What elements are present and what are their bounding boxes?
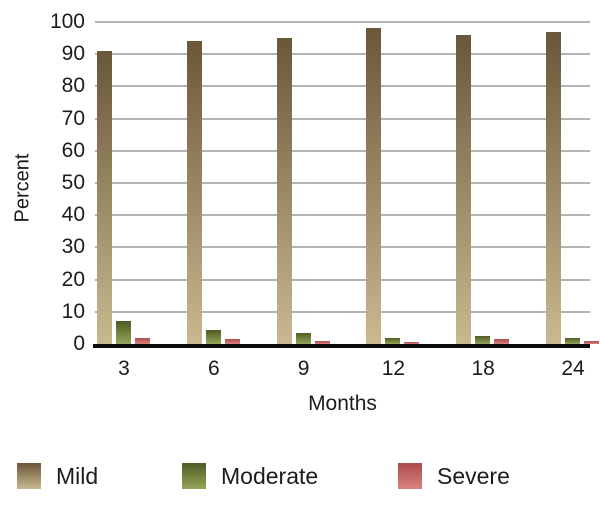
- bar-moderate-9: [295, 332, 311, 344]
- x-tick-label-6: 6: [207, 357, 220, 380]
- legend-item-severe: Severe: [398, 462, 510, 490]
- bar-severe-3: [135, 337, 150, 344]
- y-tick-label-30: 30: [61, 235, 85, 259]
- legend-label-moderate: Moderate: [221, 463, 319, 489]
- bar-group-12: [366, 22, 420, 344]
- bar-mild-18: [456, 34, 472, 344]
- bar-group-3: [97, 22, 151, 344]
- bar-group-6: [186, 22, 241, 344]
- bar-severe-6: [224, 339, 240, 344]
- legend-swatch-mild: [17, 463, 41, 489]
- gridline-80: [95, 85, 590, 88]
- bar-group-24: [546, 22, 600, 344]
- bar-severe-9: [314, 340, 330, 344]
- y-tick-label-0: 0: [73, 332, 85, 355]
- y-tick-label-70: 70: [61, 106, 85, 130]
- gridline-40: [95, 214, 590, 217]
- gridline-50: [95, 182, 590, 184]
- bar-moderate-3: [116, 321, 131, 344]
- legend-label-severe: Severe: [437, 463, 510, 489]
- gridline-90: [95, 53, 590, 56]
- legend-item-mild: Mild: [17, 462, 98, 490]
- y-tick-label-20: 20: [61, 267, 85, 291]
- x-axis-line: [93, 344, 590, 348]
- x-tick-label-9: 9: [297, 357, 310, 380]
- bar-moderate-12: [385, 337, 401, 344]
- legend-swatch-severe: [398, 463, 422, 489]
- gridline-70: [95, 117, 590, 120]
- x-tick-label-3: 3: [118, 357, 130, 380]
- bar-mild-24: [546, 31, 561, 344]
- bar-severe-18: [494, 339, 510, 344]
- gridline-10: [95, 310, 590, 313]
- bar-mild-6: [186, 41, 202, 344]
- x-tick-label-18: 18: [471, 357, 495, 380]
- y-tick-label-40: 40: [61, 203, 85, 227]
- gridline-60: [95, 149, 590, 152]
- bar-moderate-24: [565, 337, 580, 344]
- y-tick-label-60: 60: [61, 138, 85, 162]
- legend-label-mild: Mild: [56, 463, 99, 489]
- x-tick-label-24: 24: [561, 357, 585, 380]
- bar-moderate-18: [475, 335, 491, 344]
- y-tick-label-100: 100: [49, 10, 85, 33]
- gridline-30: [95, 246, 590, 249]
- bar-severe-12: [404, 342, 420, 344]
- bar-mild-12: [366, 28, 382, 344]
- plot-area: [95, 21, 599, 344]
- bar-moderate-6: [205, 329, 221, 344]
- bar-severe-24: [584, 340, 599, 344]
- bar-mild-3: [97, 50, 112, 344]
- bar-group-18: [456, 22, 510, 344]
- bar-mild-9: [276, 38, 292, 344]
- y-tick-label-90: 90: [61, 42, 85, 66]
- legend-swatch-moderate: [182, 463, 206, 489]
- gridline-20: [95, 278, 590, 281]
- y-tick-label-80: 80: [61, 74, 85, 98]
- legend-item-moderate: Moderate: [182, 462, 318, 490]
- bar-group-9: [276, 22, 331, 344]
- y-tick-label-50: 50: [61, 171, 85, 194]
- x-tick-label-12: 12: [381, 357, 406, 380]
- gridline-100: [95, 21, 590, 23]
- y-tick-label-10: 10: [61, 299, 85, 323]
- x-axis-title: Months: [308, 392, 377, 415]
